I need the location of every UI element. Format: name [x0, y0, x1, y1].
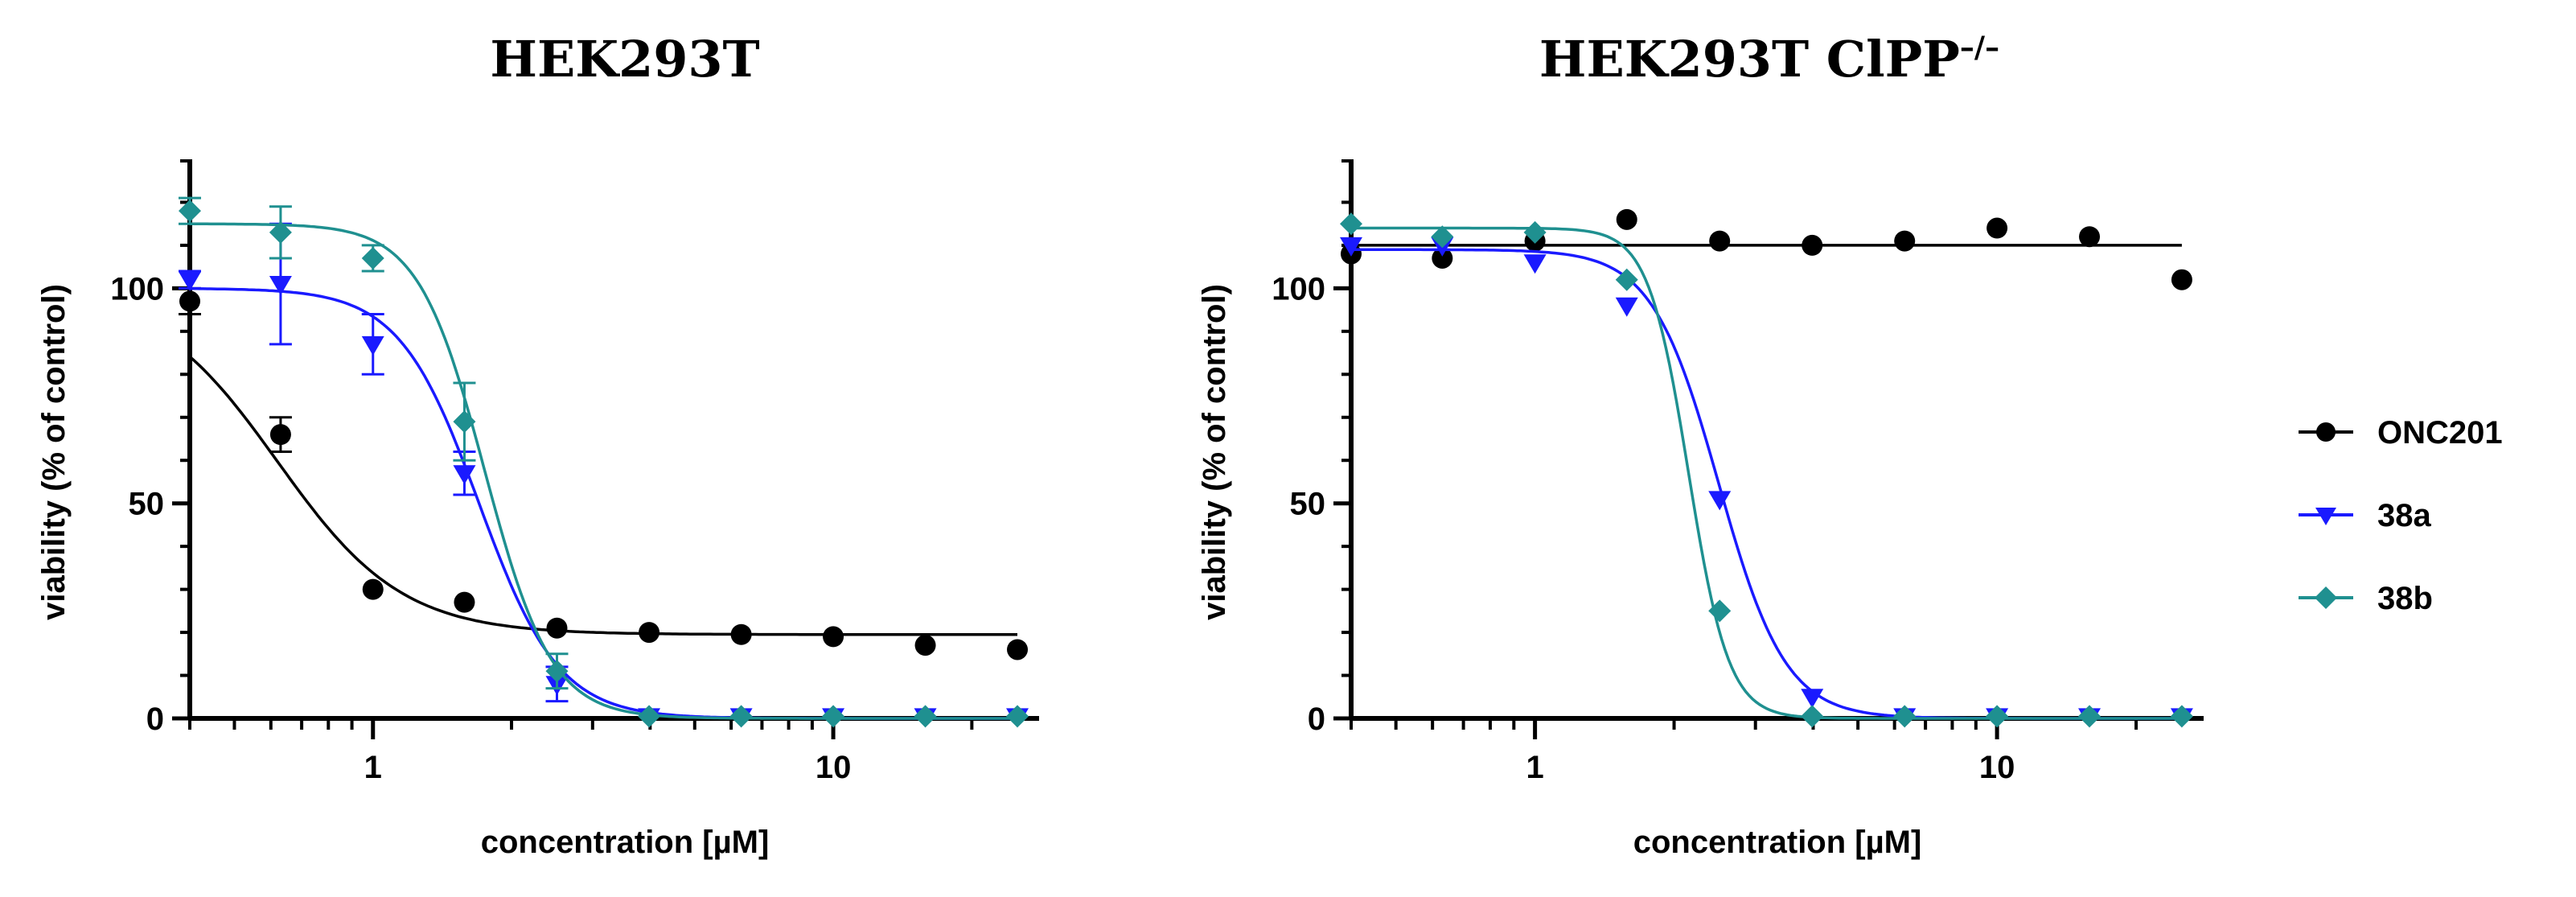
legend-label-38b: 38b: [2377, 581, 2433, 616]
data-point: [179, 200, 201, 223]
chart-panel-hek293t-clpp-knockout: HEK293T ClPP–/– viability (% of control)…: [1197, 30, 2204, 860]
data-point: [823, 626, 844, 648]
fit-curve-38b: [1351, 226, 2182, 720]
y-tick-label: 50: [1290, 487, 1326, 522]
x-tick-label: 10: [816, 750, 852, 785]
legend-entry-onc201: ONC201: [2299, 415, 2503, 451]
fit-curve-onc201: [188, 356, 1017, 636]
series-38a: [179, 222, 1029, 728]
series-layer: [179, 196, 1029, 728]
data-point: [1893, 705, 1917, 728]
chart-title: HEK293T ClPP–/–: [1539, 30, 1999, 88]
y-axis-label: viability (% of control): [36, 284, 72, 620]
data-point: [2079, 226, 2101, 248]
data-point: [2171, 269, 2192, 290]
data-point: [1708, 491, 1732, 511]
data-point: [1340, 212, 1362, 236]
data-point: [1986, 705, 2009, 728]
series-38a: [1340, 237, 2193, 728]
chart-title-main: HEK293T: [490, 30, 759, 88]
data-point: [914, 705, 937, 728]
data-point: [1432, 247, 1453, 269]
data-point: [1523, 220, 1547, 244]
data-point: [639, 622, 660, 644]
legend: ONC201 38a 38b: [2299, 415, 2503, 616]
axes: 0 50 100 1 10: [1272, 159, 2204, 785]
legend-entry-38b: 38b: [2299, 581, 2433, 616]
data-point: [546, 617, 568, 639]
data-point: [545, 660, 569, 683]
chart-title-superscript: –/–: [1960, 31, 1999, 64]
series-onc201: [179, 286, 1029, 660]
axes: 0 50 100 1 10: [110, 159, 1039, 785]
y-tick-label: 0: [1308, 702, 1325, 737]
data-point: [1523, 254, 1547, 274]
data-point: [1801, 705, 1824, 728]
fit-curve-38a: [1351, 248, 2182, 720]
data-point: [1007, 639, 1029, 660]
x-axis-label: concentration [µM]: [481, 825, 770, 860]
chart-title-main: HEK293T ClPP: [1539, 30, 1960, 88]
legend-label-38a: 38a: [2377, 498, 2431, 533]
data-point: [179, 290, 200, 312]
y-tick-label: 0: [146, 702, 164, 737]
data-point: [269, 220, 292, 244]
x-axis-label: concentration [µM]: [1633, 825, 1922, 860]
series-38b: [179, 196, 1029, 728]
y-tick-label: 50: [129, 487, 165, 522]
fit-curve-38b: [190, 222, 1017, 720]
x-tick-label: 10: [1979, 750, 2015, 785]
x-tick-label: 1: [1526, 750, 1543, 785]
data-point: [362, 578, 384, 600]
legend-marker-onc201: [2316, 422, 2336, 442]
data-point: [1340, 237, 1362, 257]
data-point: [1802, 234, 1823, 256]
fit-curve-38a: [190, 287, 1017, 720]
data-point: [453, 465, 476, 485]
chart-panel-hek293t: HEK293T viability (% of control) concent…: [36, 30, 1039, 860]
data-point: [1006, 705, 1029, 728]
legend-entry-38a: 38a: [2299, 498, 2431, 533]
data-point: [361, 246, 384, 270]
data-point: [1615, 268, 1638, 291]
data-point: [1615, 297, 1638, 317]
legend-label-onc201: ONC201: [2377, 415, 2503, 451]
data-point: [914, 635, 936, 656]
data-point: [269, 276, 292, 296]
data-point: [822, 705, 845, 728]
data-point: [1801, 689, 1824, 709]
data-point: [1708, 599, 1732, 623]
data-point: [1616, 208, 1637, 230]
data-point: [1986, 217, 2008, 239]
data-point: [179, 271, 201, 291]
legend-marker-38a: [2315, 508, 2336, 525]
y-axis-label: viability (% of control): [1197, 284, 1232, 620]
data-point: [1431, 225, 1454, 249]
series-38b: [1340, 212, 2193, 728]
series-onc201: [1341, 208, 2192, 290]
x-tick-label: 1: [364, 750, 382, 785]
legend-marker-38b: [2315, 586, 2337, 609]
y-tick-label: 100: [1272, 271, 1325, 307]
data-point: [269, 424, 291, 446]
y-tick-label: 100: [110, 271, 164, 307]
chart-title: HEK293T: [490, 30, 759, 88]
series-layer: [1340, 208, 2193, 728]
data-point: [361, 335, 384, 356]
data-point: [2078, 705, 2101, 728]
data-point: [1709, 230, 1731, 252]
data-point: [2170, 705, 2193, 728]
data-point: [729, 705, 753, 728]
data-point: [1894, 230, 1916, 252]
data-point: [730, 623, 752, 645]
data-point: [638, 705, 661, 728]
data-point: [453, 410, 476, 434]
data-point: [454, 591, 475, 613]
